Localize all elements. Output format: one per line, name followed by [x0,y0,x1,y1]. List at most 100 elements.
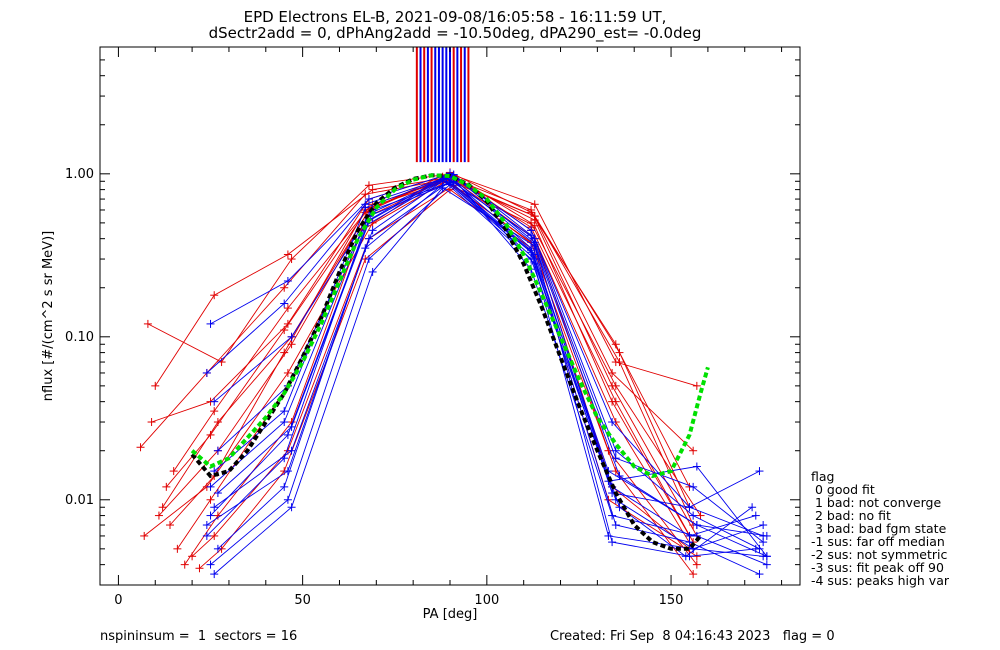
red-point [162,482,171,491]
red-point [689,570,698,579]
blue-point [685,552,694,561]
y-tick-label: 1.00 [65,167,94,182]
red-point [143,319,152,328]
red-point [188,552,197,561]
red-series-line [165,175,698,537]
blue-series-line [217,177,760,508]
blue-point [283,430,292,439]
y-tick-label: 0.10 [65,330,94,345]
blue-series-line [210,179,764,550]
legend-entry: -1 sus: far off median [811,534,945,549]
blue-point [689,511,698,520]
blue-point [368,226,377,235]
red-point [692,552,701,561]
y-axis-label: nflux [#/(cm^2 s sr MeV)] [41,231,56,401]
blue-point [206,482,215,491]
red-point [615,358,624,367]
blue-point [608,538,617,547]
blue-series-line [217,182,756,537]
blue-series-line [210,173,764,537]
legend-entry: 0 good fit [811,482,875,497]
blue-point [755,570,764,579]
red-point [530,216,539,225]
blue-point [280,407,289,416]
blue-point [206,560,215,569]
red-point [151,381,160,390]
blue-point [280,482,289,491]
blue-point [755,467,764,476]
blue-point [361,203,370,212]
red-point [283,368,292,377]
blue-point [685,503,694,512]
blue-point [527,246,536,255]
red-point [527,208,536,217]
data-layer [136,47,771,579]
blue-point [280,418,289,427]
blue-point [287,332,296,341]
red-point [692,560,701,569]
red-series-line [140,179,690,488]
blue-series-line [217,180,760,575]
y-tick-label: 0.01 [65,493,94,508]
red-point [206,495,215,504]
blue-point [213,544,222,553]
blue-point [608,418,617,427]
blue-point [280,454,289,463]
blue-point [206,511,215,520]
blue-series-line [213,187,756,575]
red-point [361,190,370,199]
blue-series-line [206,178,767,566]
red-point [158,503,167,512]
x-tick-label: 50 [294,593,311,608]
chart-title-line1: EPD Electrons EL-B, 2021-09-08/16:05:58 … [244,8,667,26]
chart-title-line2: dSectr2add = 0, dPhAng2add = -10.50deg, … [209,24,702,43]
red-point [169,467,178,476]
blue-point [210,503,219,512]
legend-entry: -3 sus: fit peak off 90 [811,560,944,575]
red-series-line [173,178,694,543]
blue-point [202,368,211,377]
legend-entry: -2 sus: not symmetric [811,547,947,562]
red-point [287,340,296,349]
blue-point [287,503,296,512]
blue-point [210,570,219,579]
red-point [608,381,617,390]
blue-point [527,231,536,240]
footer-right: Created: Fri Sep 8 04:16:43 2023 flag = … [550,629,835,644]
x-tick-label: 100 [474,593,499,608]
red-point [611,467,620,476]
x-tick-label: 150 [659,593,684,608]
red-series-line [184,180,694,575]
red-point [210,407,219,416]
red-point [280,326,289,335]
red-point [180,560,189,569]
red-point [206,430,215,439]
blue-point [751,544,760,553]
blue-point [748,503,757,512]
legend-entry: 1 bad: not converge [811,495,941,510]
blue-point [689,482,698,491]
red-point [283,319,292,328]
blue-point [759,538,768,547]
blue-point [615,471,624,480]
blue-point [692,462,701,471]
blue-point [287,422,296,431]
x-tick-label: 0 [114,593,122,608]
blue-point [287,446,296,455]
red-point [195,564,204,573]
blue-point [283,276,292,285]
red-point [611,397,620,406]
blue-point [438,183,447,192]
legend-entry: 3 bad: bad fgm state [811,521,947,536]
blue-point [280,299,289,308]
red-point [280,283,289,292]
blue-point [283,467,292,476]
blue-point [206,319,215,328]
red-point [689,446,698,455]
red-series-line [154,177,694,452]
blue-point [364,195,373,204]
red-point [283,250,292,259]
black-fit-curve [190,173,703,551]
blue-point [685,538,694,547]
red-point [154,511,163,520]
